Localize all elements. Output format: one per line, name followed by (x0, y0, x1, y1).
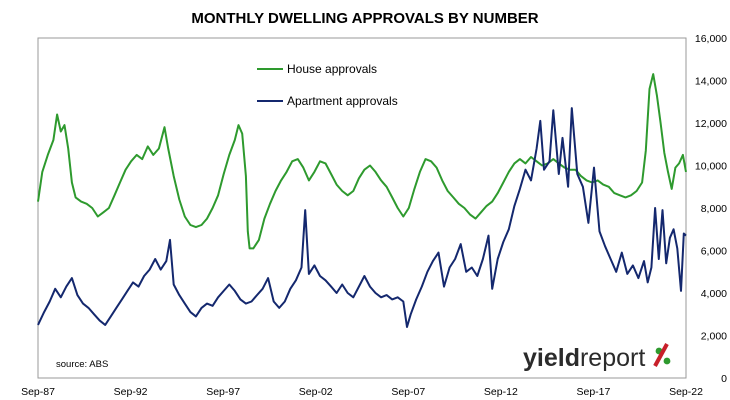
y-tick-label: 2,000 (701, 331, 727, 343)
chart-title: MONTHLY DWELLING APPROVALS BY NUMBER (191, 10, 538, 27)
legend: House approvals Apartment approvals (257, 62, 398, 108)
logo-wordmark: yieldreport (523, 344, 645, 372)
logo-brand-part: yield (523, 344, 580, 372)
logo-brand-part2: report (580, 344, 645, 372)
y-tick-label: 6,000 (701, 246, 727, 258)
x-tick-label: Sep-17 (576, 386, 610, 398)
x-tick-label: Sep-97 (206, 386, 240, 398)
plot-area-frame (37, 37, 687, 379)
y-tick-label: 10,000 (695, 161, 727, 173)
x-tick-label: Sep-02 (299, 386, 333, 398)
x-tick-label: Sep-12 (484, 386, 518, 398)
legend-label: Apartment approvals (287, 94, 398, 108)
series-layer (37, 73, 687, 328)
x-axis-ticks: Sep-87 Sep-92 Sep-97 Sep-02 Sep-07 Sep-12 Sep-… (21, 386, 703, 398)
x-tick-label: Sep-92 (114, 386, 148, 398)
yieldreport-logo: yieldreport (523, 343, 671, 372)
y-axis-ticks: 0 2,000 4,000 6,000 8,000 10,000 12,000 14,000 1… (695, 33, 727, 385)
legend-label: House approvals (287, 62, 377, 76)
series-line-apartment-approvals (37, 107, 687, 328)
y-tick-label: 8,000 (701, 203, 727, 215)
y-tick-label: 12,000 (695, 118, 727, 130)
y-tick-label: 4,000 (701, 288, 727, 300)
y-tick-label: 16,000 (695, 33, 727, 45)
percent-logo-icon (653, 343, 671, 367)
x-tick-label: Sep-87 (21, 386, 55, 398)
y-tick-label: 0 (721, 373, 727, 385)
x-tick-label: Sep-22 (669, 386, 703, 398)
x-tick-label: Sep-07 (391, 386, 425, 398)
source-note: source: ABS (56, 359, 108, 370)
y-tick-label: 14,000 (695, 76, 727, 88)
